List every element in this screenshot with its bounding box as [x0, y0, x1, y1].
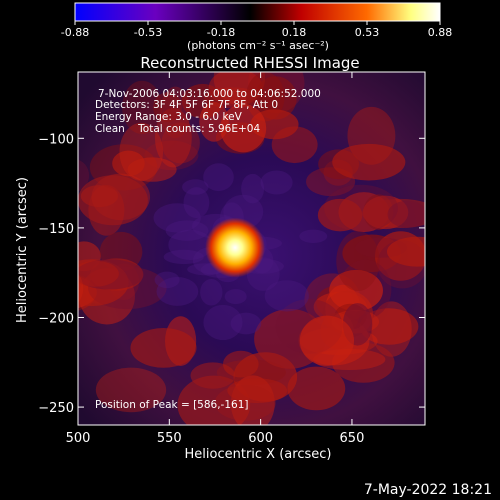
emission-blob [203, 163, 234, 192]
annotation-energy-range: Energy Range: 3.0 - 6.0 keV [95, 111, 243, 123]
colorbar [74, 2, 441, 22]
emission-blob [165, 220, 209, 241]
emission-blob [154, 271, 180, 289]
peak-source [205, 217, 266, 278]
emission-blob [227, 378, 288, 404]
emission-blob [362, 195, 409, 230]
emission-blob [78, 260, 119, 287]
emission-blob [168, 229, 213, 260]
emission-blob [222, 350, 259, 378]
x-tick-label: 500 [66, 431, 91, 446]
x-axis-label: Heliocentric X (arcsec) [185, 447, 332, 462]
emission-blob [299, 315, 355, 366]
emission-blob [156, 276, 199, 306]
emission-blob [78, 175, 148, 226]
y-tick-label: −100 [38, 132, 74, 147]
emission-blob [119, 122, 164, 181]
x-tick-label: 550 [157, 431, 182, 446]
emission-blob [359, 308, 419, 345]
emission-blob [183, 187, 210, 219]
emission-blob [241, 173, 265, 204]
colorbar-unit-label: (photons cm⁻² s⁻¹ asec⁻²) [187, 39, 329, 52]
x-axis: 500 550 600 650 [66, 72, 365, 446]
colorbar-tick-labels: -0.88 -0.53 -0.18 0.18 0.53 0.88 [61, 26, 452, 39]
x-tick-label: 600 [248, 431, 273, 446]
emission-blob [224, 289, 247, 305]
emission-blob [264, 280, 309, 312]
emission-blob [361, 198, 425, 229]
emission-blob [160, 86, 191, 139]
emission-blob [122, 80, 163, 134]
emission-blob [161, 122, 200, 164]
emission-blob [230, 312, 262, 335]
emission-blob [144, 140, 199, 171]
emission-blob [260, 170, 293, 195]
image-area [78, 72, 425, 425]
emission-blob [78, 159, 90, 192]
emission-blob [317, 198, 363, 232]
y-axis-label: Heliocentric Y (arcsec) [15, 177, 30, 323]
emission-blob [182, 179, 209, 195]
emission-blob [332, 143, 406, 181]
emission-blob [200, 279, 223, 306]
emission-blob [336, 231, 380, 291]
emission-blob [163, 249, 204, 265]
colorbar-tick-label: -0.18 [207, 26, 235, 39]
colorbar-tick-label: 0.18 [282, 26, 307, 39]
emission-blob [386, 236, 425, 267]
emission-blob [190, 362, 236, 389]
x-tick-label: 650 [340, 431, 365, 446]
emission-blob [78, 259, 144, 290]
timestamp: 7-May-2022 18:21 [364, 482, 492, 498]
colorbar-tick-label: -0.53 [134, 26, 162, 39]
emission-blob [387, 200, 425, 228]
emission-blob [329, 269, 383, 312]
plot-frame [77, 71, 426, 426]
emission-blob [371, 301, 412, 357]
annotation-time-range: 7-Nov-2006 04:03:16.000 to 04:06:52.000 [98, 88, 321, 100]
emission-blob [154, 107, 192, 168]
colorbar-ticks [74, 21, 441, 25]
peak-position-label: Position of Peak = [586,-161] [95, 399, 249, 411]
colorbar-tick-label: 0.88 [428, 26, 453, 39]
y-tick-label: −250 [38, 401, 74, 416]
colorbar-tick-label: 0.53 [355, 26, 380, 39]
y-tick-label: −200 [38, 311, 74, 326]
emission-blob [203, 304, 243, 341]
emission-blob [95, 367, 167, 413]
colorbar-tick-label: -0.88 [61, 26, 89, 39]
emission-blob [220, 104, 267, 153]
emission-blob [78, 273, 84, 303]
emission-blob [153, 203, 201, 233]
emission-blob [153, 92, 182, 123]
chart-title: Reconstructed RHESSI Image [140, 54, 359, 72]
annotation-clean-counts: Clean Total counts: 5.96E+04 [95, 123, 260, 135]
emission-blob [287, 366, 346, 411]
emission-blob [130, 328, 197, 368]
emission-blob [299, 229, 328, 243]
emission-blobs [78, 72, 425, 425]
annotation-detectors: Detectors: 3F 4F 5F 6F 7F 8F, Att 0 [95, 99, 278, 111]
y-axis: −100 −150 −200 −250 [38, 132, 425, 416]
y-tick-label: −150 [38, 222, 74, 237]
emission-blob [112, 150, 145, 177]
